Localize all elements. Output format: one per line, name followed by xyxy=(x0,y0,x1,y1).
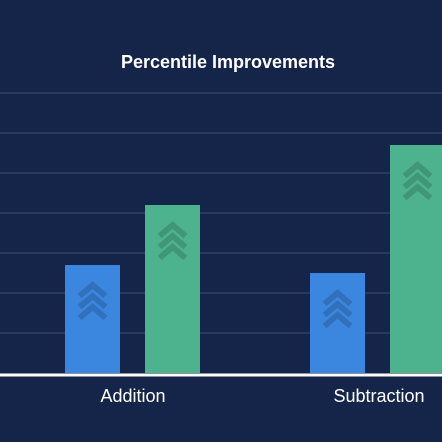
bar-rect xyxy=(310,273,365,373)
x-tick-label: Subtraction xyxy=(333,386,424,406)
x-tick-label: Addition xyxy=(100,386,165,406)
x-tick-labels: Addition Subtraction xyxy=(100,386,424,406)
bar xyxy=(145,205,200,373)
bar xyxy=(390,145,442,373)
chevron-up-icon xyxy=(77,281,108,321)
bar-rect xyxy=(145,205,200,373)
bar-rect xyxy=(65,265,120,373)
bar xyxy=(310,273,365,373)
chart-title: Percentile Improvements xyxy=(121,52,335,72)
bar-rect xyxy=(390,145,442,373)
bar xyxy=(65,265,120,373)
chevron-up-icon xyxy=(402,161,433,201)
bars xyxy=(65,145,442,373)
chevron-up-icon xyxy=(157,221,188,261)
chevron-up-icon xyxy=(322,289,353,329)
